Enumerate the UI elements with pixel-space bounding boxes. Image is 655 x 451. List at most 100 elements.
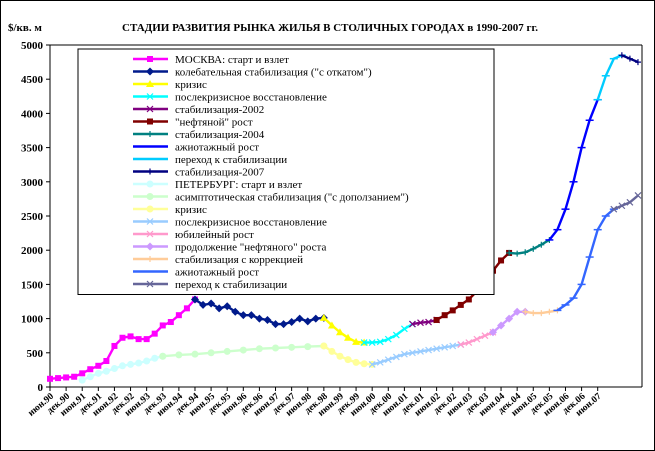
data-point bbox=[506, 249, 513, 256]
legend-entry: переход к стабилизации bbox=[133, 154, 287, 166]
data-point bbox=[498, 257, 505, 264]
data-point bbox=[425, 346, 432, 354]
series-line bbox=[613, 194, 639, 211]
data-point bbox=[368, 339, 376, 346]
data-point bbox=[634, 192, 642, 199]
data-point bbox=[223, 302, 232, 311]
series-line bbox=[412, 318, 437, 326]
data-point bbox=[135, 336, 142, 343]
legend-entry: ажиотажный рост bbox=[133, 142, 259, 154]
data-point bbox=[110, 365, 118, 373]
data-point bbox=[319, 313, 328, 321]
data-point bbox=[55, 375, 62, 382]
legend-marker bbox=[147, 56, 153, 62]
data-point bbox=[449, 342, 457, 350]
series-15 bbox=[488, 307, 530, 337]
data-point bbox=[207, 349, 215, 357]
data-point bbox=[473, 335, 481, 343]
legend-entry: ПЕТЕРБУРГ: старт и взлет bbox=[133, 179, 302, 191]
data-point bbox=[143, 336, 150, 343]
data-point bbox=[392, 331, 400, 339]
data-point bbox=[304, 343, 312, 351]
data-point bbox=[151, 354, 159, 362]
y-tick-label: 1500 bbox=[21, 279, 44, 291]
legend-entry: стабилизация-2007 bbox=[133, 167, 265, 179]
data-point bbox=[441, 312, 448, 319]
y-axis-label: $/кв. м bbox=[8, 22, 42, 34]
legend-label: продолжение "нефтяного" роста bbox=[175, 242, 326, 254]
data-point bbox=[409, 320, 416, 328]
data-point bbox=[433, 316, 440, 323]
series-line bbox=[556, 208, 615, 312]
data-point bbox=[336, 352, 344, 360]
legend-marker bbox=[146, 230, 154, 238]
y-tick-label: 3500 bbox=[21, 143, 44, 155]
legend-label: кризис bbox=[175, 79, 207, 91]
legend-label: стабилизация-2007 bbox=[175, 167, 265, 179]
data-point bbox=[488, 328, 497, 337]
y-tick-label: 5000 bbox=[21, 40, 44, 52]
data-point bbox=[360, 339, 368, 346]
data-point bbox=[618, 202, 626, 210]
data-point bbox=[127, 360, 135, 368]
data-point bbox=[95, 362, 102, 369]
legend-entry: кризис bbox=[133, 79, 207, 91]
series-8 bbox=[593, 54, 626, 101]
data-point bbox=[384, 335, 392, 343]
legend-marker bbox=[146, 105, 154, 113]
series-line bbox=[508, 238, 551, 255]
data-point bbox=[417, 348, 424, 355]
data-point bbox=[247, 311, 256, 320]
data-point bbox=[102, 367, 110, 375]
legend-label: переход к стабилизации bbox=[175, 154, 287, 166]
y-tick-label: 3000 bbox=[21, 177, 44, 189]
legend-label: стабилизация с коррекцией bbox=[175, 254, 303, 266]
chart-title: СТАДИИ РАЗВИТИЯ РЫНКА ЖИЛЬЯ В СТОЛИЧНЫХ … bbox=[122, 22, 538, 34]
data-point bbox=[626, 198, 634, 206]
series-line bbox=[371, 343, 462, 366]
data-point bbox=[263, 315, 272, 324]
data-point bbox=[449, 307, 456, 314]
legend-marker bbox=[146, 242, 154, 251]
data-point bbox=[271, 320, 280, 329]
data-point bbox=[239, 311, 248, 320]
data-point bbox=[409, 349, 416, 357]
data-point bbox=[433, 345, 441, 353]
data-point bbox=[191, 350, 199, 358]
data-point bbox=[175, 351, 183, 359]
data-point bbox=[335, 328, 344, 336]
legend-entry: асимптотическая стабилизация ("с дополза… bbox=[133, 192, 409, 204]
data-point bbox=[47, 375, 53, 382]
data-point bbox=[626, 55, 633, 62]
legend-label: кризис bbox=[175, 204, 207, 216]
data-point bbox=[87, 366, 94, 373]
legend-label: МОСКВА: старт и взлет bbox=[175, 54, 289, 66]
data-point bbox=[159, 322, 166, 329]
data-point bbox=[546, 308, 553, 315]
series-17 bbox=[553, 208, 618, 312]
data-point bbox=[352, 358, 360, 366]
data-point bbox=[111, 342, 118, 349]
data-point bbox=[457, 341, 465, 349]
legend-label: ажиотажный рост bbox=[175, 142, 259, 154]
legend-entry: колебательная стабилизация ("с откатом") bbox=[133, 67, 372, 79]
legend-marker bbox=[146, 67, 154, 76]
data-point bbox=[441, 343, 449, 351]
series-line bbox=[596, 54, 623, 101]
data-point bbox=[328, 347, 336, 355]
data-point bbox=[190, 295, 199, 304]
legend-marker bbox=[147, 131, 153, 137]
data-point bbox=[465, 296, 472, 303]
data-point bbox=[513, 307, 522, 316]
data-point bbox=[239, 346, 247, 354]
data-point bbox=[344, 356, 352, 364]
legend-entry: "нефтяной" рост bbox=[133, 117, 253, 129]
data-point bbox=[279, 320, 288, 329]
y-tick-label: 2500 bbox=[21, 211, 44, 223]
series-line bbox=[435, 252, 510, 322]
legend-label: ПЕТЕРБУРГ: старт и взлет bbox=[175, 179, 302, 191]
data-point bbox=[352, 337, 361, 345]
legend-marker bbox=[146, 205, 154, 213]
